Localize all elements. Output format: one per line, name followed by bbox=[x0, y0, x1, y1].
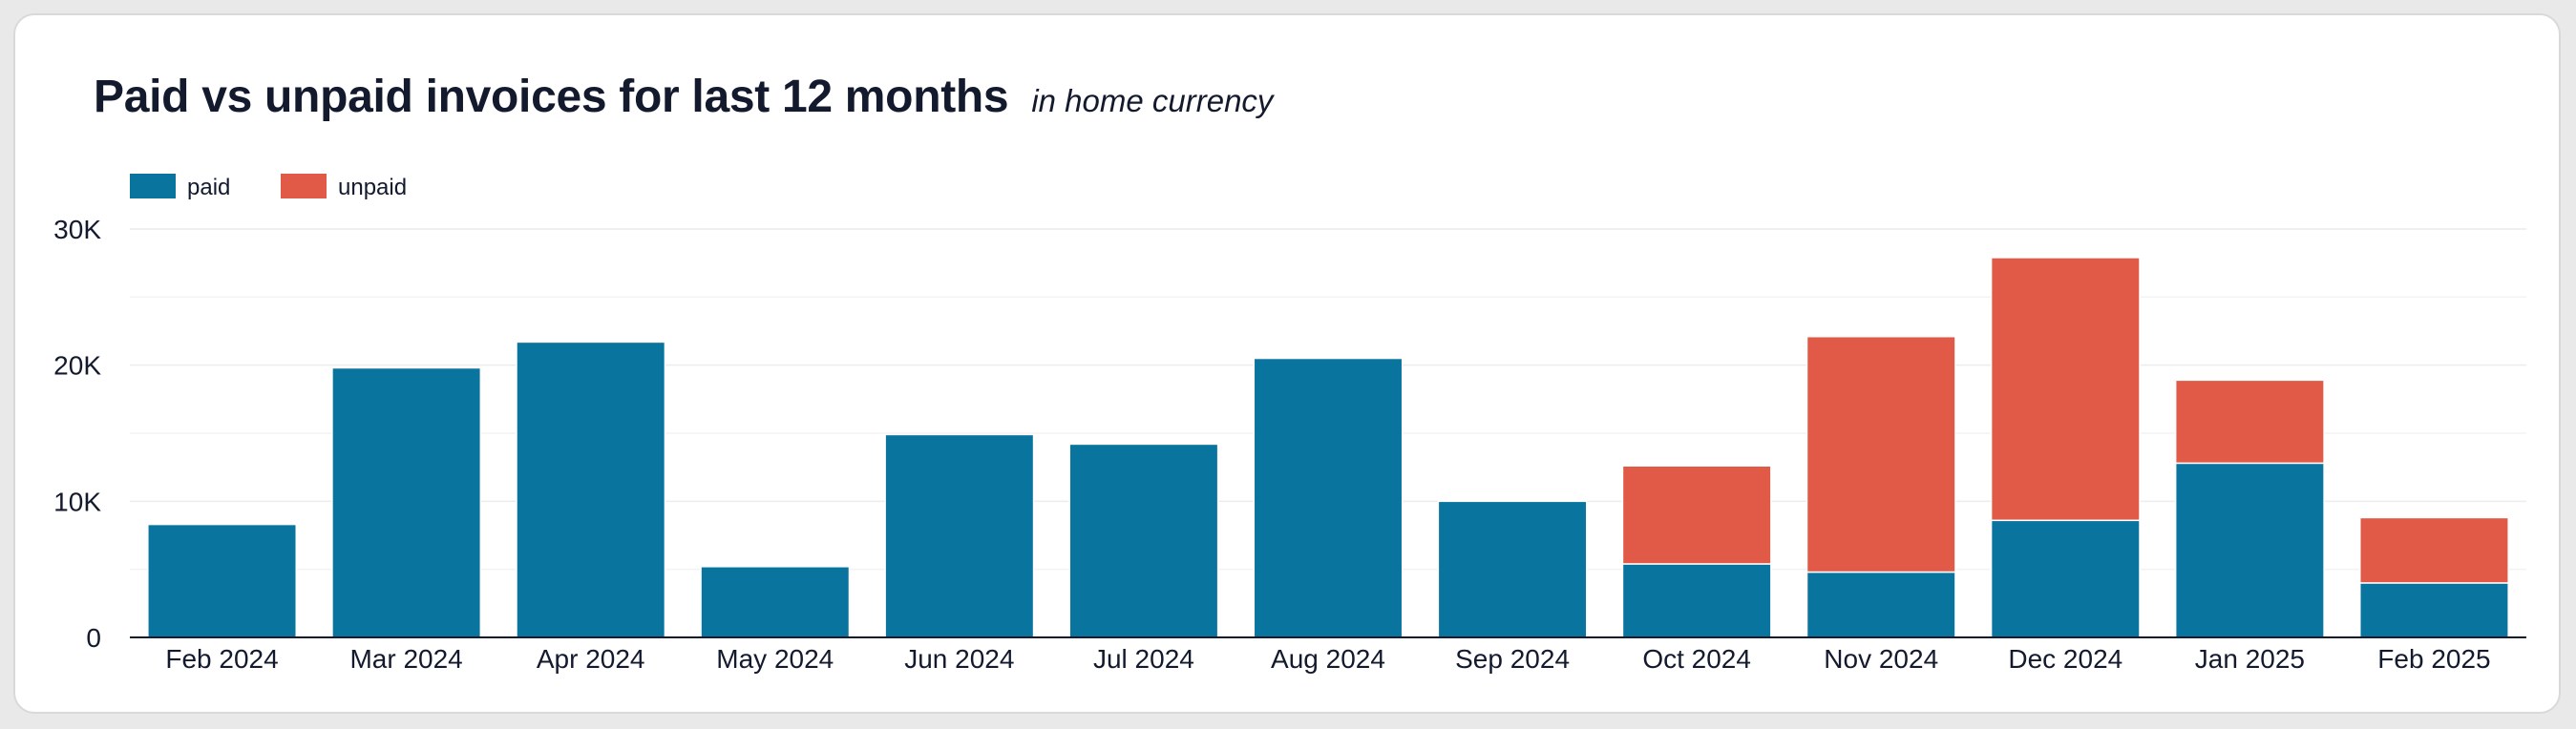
x-tick-label: Sep 2024 bbox=[1455, 644, 1570, 674]
bar-unpaid bbox=[2174, 379, 2325, 465]
bar-paid bbox=[1805, 571, 1956, 638]
bar-unpaid bbox=[1990, 257, 2141, 522]
y-tick-label: 10K bbox=[53, 487, 101, 516]
bar-paid bbox=[1621, 563, 1772, 638]
x-tick-label: Jul 2024 bbox=[1093, 644, 1194, 674]
bar-paid bbox=[1068, 443, 1219, 638]
legend-label-paid: paid bbox=[187, 175, 230, 200]
y-tick-label: 20K bbox=[53, 351, 101, 381]
x-tick-label: Mar 2024 bbox=[349, 644, 462, 674]
chart-title: Paid vs unpaid invoices for last 12 mont… bbox=[94, 72, 1009, 122]
bar-paid bbox=[516, 341, 666, 638]
legend-label-unpaid: unpaid bbox=[338, 175, 407, 200]
bar-paid bbox=[331, 366, 482, 638]
x-tick-label: Jan 2025 bbox=[2195, 644, 2305, 674]
legend-swatch-paid bbox=[130, 174, 176, 198]
bar-paid bbox=[1253, 357, 1404, 638]
legend-swatch-unpaid bbox=[281, 174, 327, 198]
bar-paid bbox=[147, 523, 298, 638]
bar-unpaid bbox=[2358, 516, 2509, 584]
y-tick-label: 0 bbox=[86, 623, 101, 653]
x-tick-label: Jun 2024 bbox=[904, 644, 1014, 674]
x-tick-label: Aug 2024 bbox=[1271, 644, 1385, 674]
y-tick-label: 30K bbox=[53, 215, 101, 244]
x-tick-label: Nov 2024 bbox=[1824, 644, 1938, 674]
x-tick-label: Feb 2025 bbox=[2377, 644, 2490, 674]
x-tick-label: May 2024 bbox=[716, 644, 834, 674]
title-row: Paid vs unpaid invoices for last 12 mont… bbox=[94, 71, 1273, 123]
bar-unpaid bbox=[1805, 335, 1956, 573]
bar-paid bbox=[700, 566, 851, 638]
bar-paid bbox=[884, 433, 1035, 638]
bar-unpaid bbox=[1621, 465, 1772, 565]
bar-paid bbox=[2174, 462, 2325, 638]
bar-paid bbox=[2358, 582, 2509, 638]
x-tick-label: Feb 2024 bbox=[165, 644, 278, 674]
x-tick-label: Dec 2024 bbox=[2008, 644, 2122, 674]
bar-paid bbox=[1437, 500, 1588, 638]
x-tick-label: Apr 2024 bbox=[537, 644, 645, 674]
chart-subtitle: in home currency bbox=[1031, 83, 1274, 118]
bar-paid bbox=[1990, 519, 2141, 638]
x-tick-label: Oct 2024 bbox=[1642, 644, 1751, 674]
